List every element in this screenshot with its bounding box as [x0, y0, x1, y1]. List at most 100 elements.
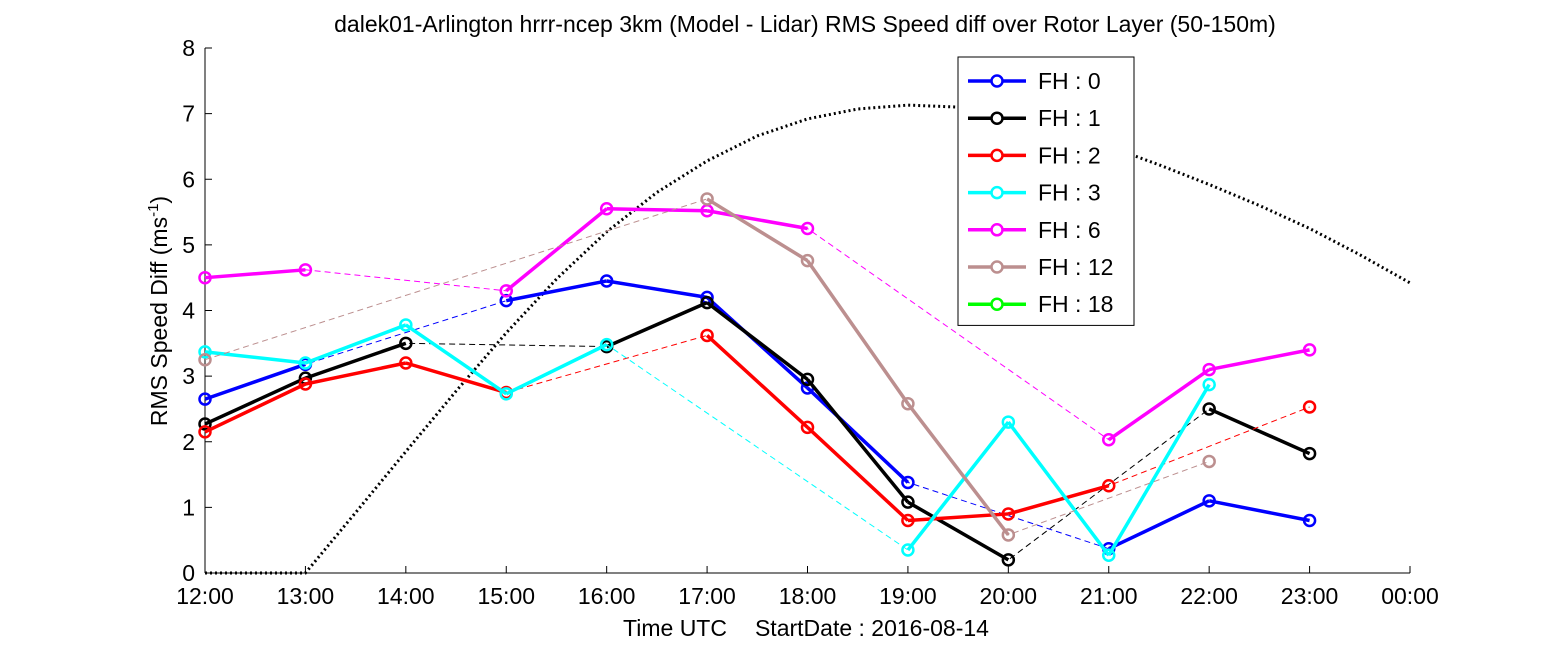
legend: FH : 0 FH : 1 FH : 2 FH : 3 FH : 6 FH : 12 FH …	[957, 56, 1135, 326]
y-tick-label: 6	[182, 166, 195, 192]
series-line-segment	[204, 376, 307, 426]
series-line-segment	[606, 207, 708, 213]
series-line-segment	[304, 323, 407, 365]
series-line-segment	[907, 500, 1010, 562]
data-point	[901, 475, 915, 490]
data-point	[499, 284, 513, 298]
legend-swatch-marker	[990, 111, 1004, 125]
y-tick-label: 8	[182, 35, 195, 61]
start-date-label: StartDate : 2016-08-14	[755, 615, 989, 641]
series-line-segment	[606, 279, 708, 300]
x-axis-label: Time UTC StartDate : 2016-08-14	[623, 615, 989, 641]
series-line-segment	[204, 382, 307, 434]
x-tick-label: 16:00	[578, 583, 636, 609]
y-tick-label: 4	[182, 298, 195, 324]
series-line-segment	[204, 268, 306, 280]
data-point	[700, 328, 714, 343]
x-tick-label: 12:00	[176, 583, 234, 609]
data-point	[1202, 377, 1216, 392]
series-line-segment	[806, 386, 910, 484]
y-tick-label: 7	[182, 101, 195, 127]
series-line-segment	[705, 334, 809, 429]
series-line-segment	[706, 301, 809, 381]
series-line-segment	[405, 361, 507, 395]
x-tick-label: 22:00	[1180, 583, 1238, 609]
data-point	[700, 295, 714, 310]
series-line-segment	[505, 207, 608, 293]
data-point	[901, 396, 915, 411]
y-tick-label: 0	[182, 560, 195, 586]
series-line-segment	[1208, 407, 1311, 456]
series-line-segment	[1107, 499, 1210, 551]
data-point	[700, 192, 714, 206]
data-point	[1001, 507, 1016, 521]
legend-swatch-marker	[990, 148, 1004, 163]
series-line-segment	[806, 378, 910, 504]
series-line-segment	[1208, 348, 1310, 372]
legend-entry: FH : 1	[1038, 105, 1101, 131]
y-tick-label: 2	[182, 429, 195, 455]
series-line-segment	[806, 259, 910, 405]
data-point	[1001, 528, 1016, 542]
data-point	[1102, 433, 1116, 447]
data-point	[800, 420, 815, 435]
data-point	[800, 221, 815, 236]
series-line-segment	[505, 343, 608, 396]
data-point	[1102, 548, 1116, 563]
legend-entry: FH : 18	[1038, 291, 1113, 317]
x-tick-label: 21:00	[1080, 583, 1138, 609]
series-line-segment	[706, 197, 809, 263]
series-line-segment	[906, 402, 1010, 537]
x-tick-label: 19:00	[879, 583, 937, 609]
data-point	[1202, 362, 1216, 377]
x-tick-label: 00:00	[1381, 583, 1439, 609]
series-line-segment	[605, 301, 708, 349]
legend-swatch-marker	[990, 74, 1004, 88]
data-point	[901, 495, 915, 509]
data-point	[399, 318, 413, 332]
series-line-segment	[305, 361, 407, 386]
legend-swatch-marker	[990, 297, 1004, 311]
legend-entry: FH : 0	[1038, 68, 1101, 94]
series-line-segment	[1208, 499, 1310, 523]
data-point	[198, 392, 212, 406]
legend-entry: FH : 2	[1038, 142, 1101, 168]
legend-swatch-marker	[990, 223, 1004, 237]
data-point	[198, 270, 212, 285]
data-point	[1202, 454, 1216, 469]
data-point	[399, 356, 413, 370]
chart-title: dalek01-Arlington hrrr-ncep 3km (Model -…	[334, 11, 1276, 37]
data-point	[198, 345, 212, 359]
x-tick-label: 20:00	[980, 583, 1038, 609]
plot-area: 12:00 13:00 14:00 15:00 16:00 17:00 18:00 19:00…	[176, 35, 1439, 609]
data-point	[1202, 494, 1216, 508]
legend-entry: FH : 6	[1038, 217, 1101, 243]
series-line-segment	[806, 426, 910, 522]
data-point	[298, 356, 313, 370]
data-point	[800, 253, 815, 268]
x-axis-label-text: Time UTC	[623, 615, 727, 641]
series-line-segment	[1007, 484, 1110, 516]
data-point	[901, 543, 915, 557]
series-line-segment	[404, 323, 508, 396]
x-tick-label: 13:00	[277, 583, 335, 609]
data-point	[800, 372, 815, 387]
x-tick-label: 18:00	[779, 583, 837, 609]
data-point	[1102, 478, 1116, 493]
data-point	[599, 202, 614, 216]
series-line-segment	[906, 420, 1010, 552]
data-point	[1001, 415, 1016, 429]
data-point	[298, 377, 313, 391]
series-line-segment	[204, 350, 306, 365]
series-line-segment	[706, 209, 808, 231]
y-axis-label: RMS Speed Diff (ms-1)	[145, 196, 172, 426]
data-point	[1302, 446, 1317, 461]
legend-entry: FH : 3	[1038, 180, 1101, 206]
legend-swatch-marker	[990, 185, 1004, 200]
data-point	[399, 336, 413, 351]
data-point	[198, 417, 212, 431]
series-line-segment	[304, 341, 407, 380]
data-point	[1001, 553, 1016, 567]
x-tick-label: 14:00	[377, 583, 435, 609]
